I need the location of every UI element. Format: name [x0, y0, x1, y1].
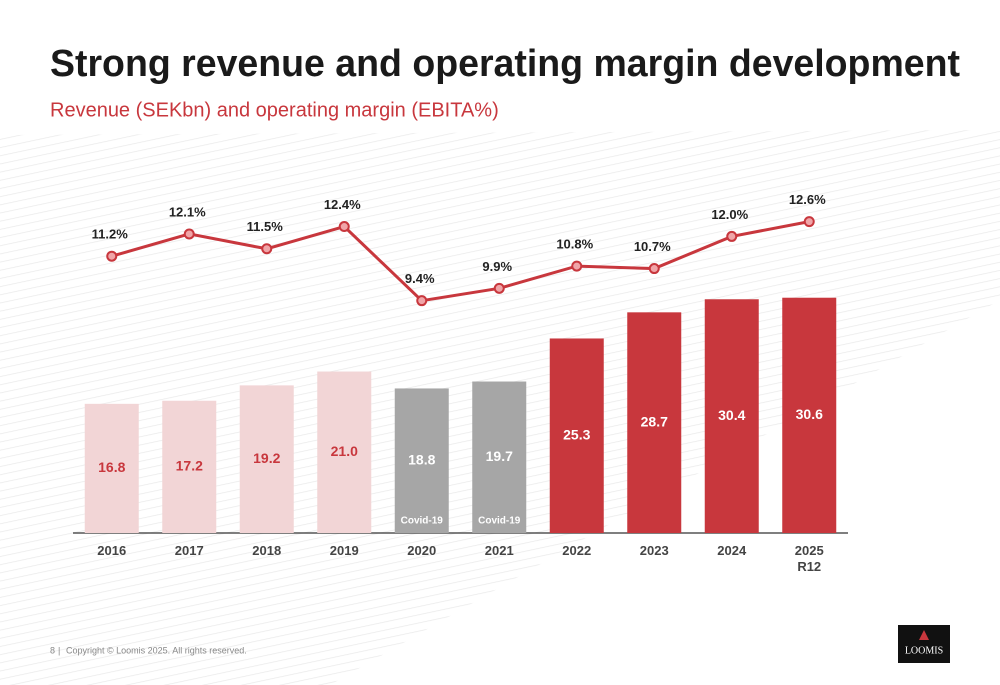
copyright: Copyright © Loomis 2025. All rights rese… [66, 645, 247, 655]
bar-value-label: 30.4 [718, 407, 745, 423]
margin-line [111, 220, 810, 303]
page-number: 8 [50, 645, 55, 655]
margin-point [261, 243, 273, 255]
margin-point [648, 263, 660, 275]
bar-value-label: 28.7 [641, 413, 668, 429]
x-tick-label: 2024 [717, 543, 747, 558]
margin-point [338, 221, 350, 233]
bar-value-label: 21.0 [331, 443, 358, 459]
margin-label: 11.2% [92, 227, 129, 242]
bar-value-label: 18.8 [408, 451, 435, 467]
margin-label: 12.4% [324, 197, 361, 212]
bar-value-label: 30.6 [796, 406, 823, 422]
logo-mark [919, 630, 929, 640]
margin-label: 12.6% [789, 192, 826, 207]
chart-subtitle: Revenue (SEKbn) and operating margin (EB… [50, 99, 499, 121]
bar [317, 371, 372, 533]
bar [627, 312, 682, 533]
bar [162, 400, 217, 533]
margin-point [571, 260, 583, 272]
x-tick-label: 2016 [97, 543, 127, 558]
x-tick-label: 2020 [407, 543, 437, 558]
margin-point [803, 216, 815, 228]
x-tick-label: 2019 [329, 543, 359, 558]
margin-point [106, 250, 118, 262]
chart-title: Strong revenue and operating margin deve… [50, 43, 960, 85]
bar [239, 385, 294, 533]
margin-label: 10.7% [634, 239, 671, 254]
x-tick-label: 2021 [484, 543, 514, 558]
bar-value-label: 19.7 [486, 448, 513, 464]
margin-point [726, 230, 738, 242]
margin-point [416, 295, 428, 307]
bar [782, 297, 837, 533]
bar-annotation: Covid-19 [401, 516, 444, 527]
margin-label: 12.0% [711, 207, 748, 222]
separator: | [58, 645, 60, 655]
bar [704, 299, 759, 533]
margin-label: 9.4% [405, 271, 435, 286]
margin-point [183, 228, 195, 240]
margin-label: 11.5% [247, 219, 284, 234]
bar [472, 381, 527, 533]
bar-value-label: 17.2 [176, 458, 203, 474]
margin-label: 12.1% [169, 204, 206, 219]
bar-annotation: Covid-19 [478, 516, 521, 527]
bar [394, 388, 449, 533]
x-tick-label: 2022 [562, 543, 592, 558]
x-tick-label: 2025 R12 [794, 543, 824, 574]
bar [549, 338, 604, 533]
bar-value-label: 19.2 [253, 450, 280, 466]
x-tick-label: 2023 [639, 543, 669, 558]
logo-text: LOOMIS [905, 645, 943, 656]
x-tick-label: 2017 [174, 543, 204, 558]
margin-label: 9.9% [482, 259, 512, 274]
x-tick-label: 2018 [252, 543, 282, 558]
bar-value-label: 16.8 [98, 459, 125, 475]
margin-point [493, 282, 505, 294]
bar-value-label: 25.3 [563, 426, 590, 442]
bar [84, 403, 139, 533]
margin-label: 10.8% [556, 237, 593, 252]
